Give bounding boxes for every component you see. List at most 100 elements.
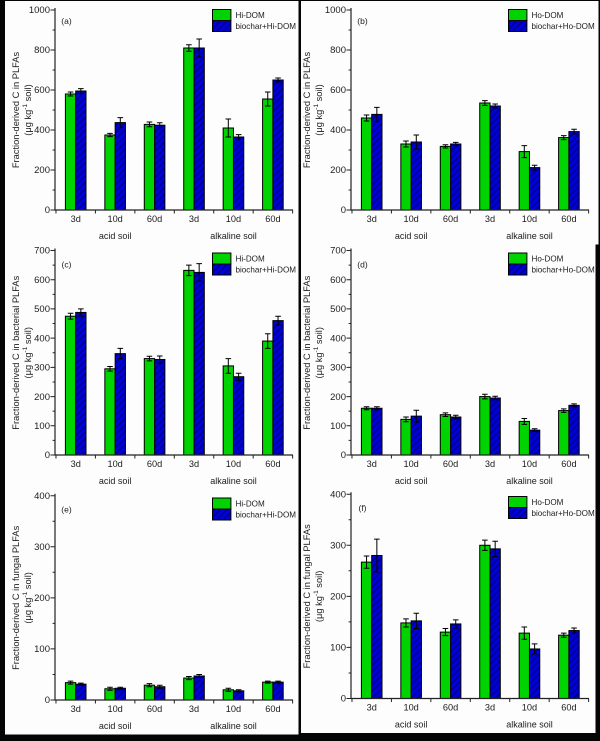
svg-text:0: 0 — [45, 205, 50, 216]
svg-text:(a): (a) — [61, 16, 72, 26]
svg-text:biochar+Ho-DOM: biochar+Ho-DOM — [532, 266, 595, 275]
svg-text:10d: 10d — [403, 214, 418, 224]
svg-text:10d: 10d — [522, 214, 537, 224]
svg-text:10d: 10d — [403, 459, 418, 469]
svg-text:biochar+Ho-DOM: biochar+Ho-DOM — [532, 509, 595, 518]
svg-text:alkaline soil: alkaline soil — [210, 721, 257, 731]
svg-text:60d: 60d — [443, 703, 458, 713]
svg-text:10d: 10d — [107, 214, 122, 224]
svg-text:biochar+Hi-DOM: biochar+Hi-DOM — [236, 266, 297, 275]
svg-text:3d: 3d — [485, 459, 495, 469]
svg-text:500: 500 — [330, 304, 346, 315]
svg-text:10d: 10d — [107, 704, 122, 714]
svg-text:Fraction-derived C in bacteria: Fraction-derived C in bacterial PLFAs — [11, 275, 21, 429]
svg-text:10d: 10d — [403, 703, 418, 713]
svg-text:0: 0 — [341, 694, 346, 705]
svg-text:Fraction-derived C in PLFAs: Fraction-derived C in PLFAs — [11, 52, 21, 169]
svg-text:100: 100 — [34, 644, 50, 655]
svg-text:acid soil: acid soil — [99, 231, 132, 241]
svg-text:10d: 10d — [522, 459, 537, 469]
svg-text:3d: 3d — [485, 214, 495, 224]
svg-text:3d: 3d — [367, 459, 377, 469]
svg-text:alkaline soil: alkaline soil — [210, 231, 257, 241]
svg-text:200: 200 — [330, 392, 346, 403]
svg-text:10d: 10d — [226, 214, 241, 224]
svg-text:600: 600 — [34, 85, 50, 96]
svg-text:acid soil: acid soil — [395, 231, 428, 241]
svg-text:0: 0 — [45, 450, 50, 461]
svg-text:60d: 60d — [561, 459, 576, 469]
svg-text:3d: 3d — [485, 703, 495, 713]
svg-text:600: 600 — [330, 85, 346, 96]
svg-text:Ho-DOM: Ho-DOM — [532, 11, 564, 20]
svg-text:400: 400 — [34, 491, 50, 502]
svg-text:(μg kg-1 soil): (μg kg-1 soil) — [313, 327, 324, 378]
svg-text:Hi-DOM: Hi-DOM — [236, 500, 265, 509]
svg-text:(c): (c) — [62, 260, 72, 270]
svg-text:200: 200 — [330, 592, 346, 603]
svg-text:300: 300 — [34, 542, 50, 553]
svg-text:300: 300 — [330, 540, 346, 551]
svg-text:300: 300 — [330, 363, 346, 374]
svg-text:60d: 60d — [147, 704, 162, 714]
svg-text:10d: 10d — [522, 703, 537, 713]
svg-text:200: 200 — [330, 165, 346, 176]
svg-text:100: 100 — [34, 421, 50, 432]
svg-text:400: 400 — [330, 489, 346, 500]
svg-text:600: 600 — [34, 275, 50, 286]
svg-text:60d: 60d — [443, 459, 458, 469]
svg-text:700: 700 — [34, 246, 50, 257]
svg-text:400: 400 — [330, 333, 346, 344]
svg-text:(e): (e) — [61, 505, 72, 515]
svg-text:biochar+Hi-DOM: biochar+Hi-DOM — [236, 511, 297, 520]
svg-text:60d: 60d — [265, 704, 280, 714]
svg-text:biochar+Ho-DOM: biochar+Ho-DOM — [532, 22, 595, 31]
svg-text:3d: 3d — [71, 704, 81, 714]
svg-text:(μg kg-1 soil): (μg kg-1 soil) — [313, 571, 324, 622]
svg-text:200: 200 — [34, 165, 50, 176]
svg-text:400: 400 — [330, 125, 346, 136]
svg-text:0: 0 — [341, 205, 346, 216]
svg-text:Hi-DOM: Hi-DOM — [236, 11, 265, 20]
svg-text:acid soil: acid soil — [395, 476, 428, 486]
svg-text:60d: 60d — [561, 214, 576, 224]
svg-text:Ho-DOM: Ho-DOM — [532, 498, 564, 507]
svg-text:Hi-DOM: Hi-DOM — [236, 255, 265, 264]
svg-text:biochar+Hi-DOM: biochar+Hi-DOM — [236, 22, 297, 31]
svg-text:0: 0 — [45, 695, 50, 706]
svg-text:3d: 3d — [367, 214, 377, 224]
svg-text:10d: 10d — [107, 459, 122, 469]
svg-text:60d: 60d — [443, 214, 458, 224]
svg-text:acid soil: acid soil — [99, 476, 132, 486]
svg-text:(f): (f) — [358, 503, 366, 513]
svg-text:acid soil: acid soil — [395, 720, 428, 730]
svg-text:800: 800 — [330, 45, 346, 56]
svg-text:Fraction-derived C in fungal P: Fraction-derived C in fungal PLFAs — [11, 525, 21, 670]
svg-text:Fraction-derived C in fungal P: Fraction-derived C in fungal PLFAs — [302, 524, 312, 669]
svg-text:300: 300 — [34, 363, 50, 374]
svg-text:10d: 10d — [226, 459, 241, 469]
svg-text:Fraction-derived C in PLFAs: Fraction-derived C in PLFAs — [302, 52, 312, 169]
svg-text:3d: 3d — [189, 704, 199, 714]
svg-text:acid soil: acid soil — [99, 721, 132, 731]
svg-text:600: 600 — [330, 275, 346, 286]
svg-text:3d: 3d — [71, 214, 81, 224]
svg-text:(μg kg-1 soil): (μg kg-1 soil) — [22, 572, 33, 623]
svg-text:3d: 3d — [367, 703, 377, 713]
svg-text:(b): (b) — [357, 16, 368, 26]
svg-text:800: 800 — [34, 45, 50, 56]
svg-text:(μg kg-1 soil): (μg kg-1 soil) — [22, 84, 33, 135]
svg-text:100: 100 — [330, 421, 346, 432]
svg-text:60d: 60d — [265, 214, 280, 224]
svg-text:alkaline soil: alkaline soil — [506, 231, 553, 241]
svg-text:700: 700 — [330, 246, 346, 257]
svg-text:(μg kg-1 soil): (μg kg-1 soil) — [313, 84, 324, 135]
svg-text:0: 0 — [341, 450, 346, 461]
svg-text:Fraction-derived C in bacteria: Fraction-derived C in bacterial PLFAs — [302, 275, 312, 429]
svg-text:(d): (d) — [357, 260, 368, 270]
svg-text:60d: 60d — [147, 459, 162, 469]
svg-text:(μg kg-1 soil): (μg kg-1 soil) — [22, 327, 33, 378]
svg-text:alkaline soil: alkaline soil — [210, 476, 257, 486]
svg-text:alkaline soil: alkaline soil — [506, 476, 553, 486]
svg-text:400: 400 — [34, 125, 50, 136]
